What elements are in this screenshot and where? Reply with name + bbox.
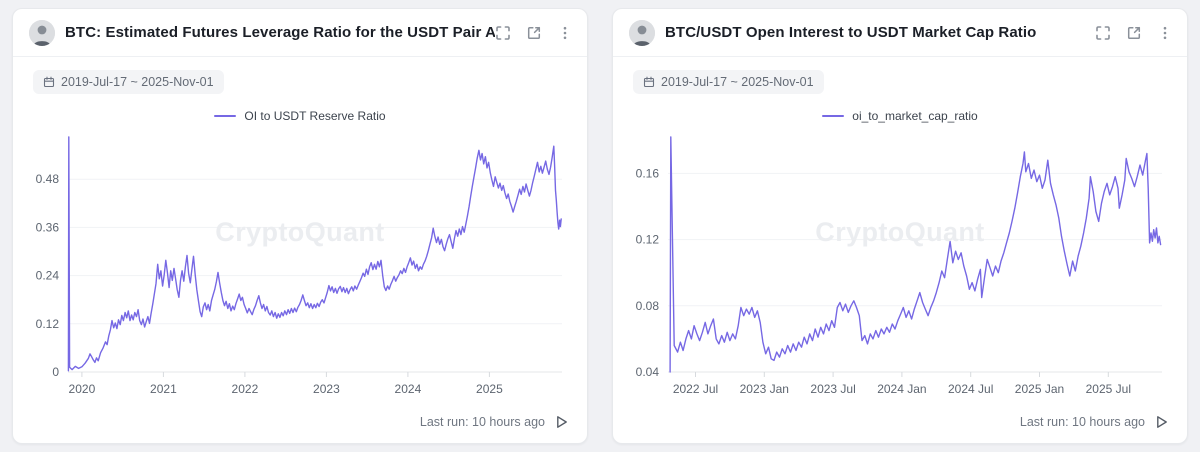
more-menu-button[interactable] xyxy=(1157,25,1173,41)
legend-row: OI to USDT Reserve Ratio xyxy=(13,109,587,123)
y-tick-label: 0.16 xyxy=(636,166,660,180)
external-link-icon xyxy=(1127,26,1141,39)
author-avatar[interactable] xyxy=(29,19,55,46)
x-tick-label: 2024 Jul xyxy=(948,382,993,396)
badge-row: 2019-Jul-17 ~ 2025-Nov-01 xyxy=(633,70,1187,94)
x-tick-label: 2022 Jul xyxy=(673,382,718,396)
open-external-button[interactable] xyxy=(526,25,542,41)
legend-row: oi_to_market_cap_ratio xyxy=(613,109,1187,123)
run-query-button[interactable] xyxy=(554,414,569,430)
calendar-icon xyxy=(43,76,55,88)
chart-area: CryptoQuant 0.04 0.08 0.12 0.16 2022 Jul 2023… xyxy=(621,129,1179,401)
legend-item[interactable]: oi_to_market_cap_ratio xyxy=(822,109,978,123)
x-tick-label: 2025 Jan xyxy=(1015,382,1064,396)
series-line xyxy=(67,136,562,372)
run-query-button[interactable] xyxy=(1154,414,1169,430)
y-tick-label: 0.04 xyxy=(636,365,660,379)
fullscreen-icon xyxy=(1096,25,1110,40)
chart-card-oi-marketcap-ratio: BTC/USDT Open Interest to USDT Market Ca… xyxy=(612,8,1188,444)
line-chart-plot[interactable]: 0.04 0.08 0.12 0.16 2022 Jul 2023 Jan 2023 Jul… xyxy=(621,129,1181,401)
date-range-label: 2019-Jul-17 ~ 2025-Nov-01 xyxy=(661,75,814,89)
kebab-menu-icon xyxy=(563,26,567,39)
x-tick-label: 2024 xyxy=(395,382,422,396)
card-header: BTC: Estimated Futures Leverage Ratio fo… xyxy=(13,9,587,57)
card-header: BTC/USDT Open Interest to USDT Market Ca… xyxy=(613,9,1187,57)
x-tick-label: 2025 xyxy=(476,382,503,396)
kebab-menu-icon xyxy=(1163,26,1167,39)
y-tick-label: 0 xyxy=(52,365,59,379)
y-tick-label: 0.36 xyxy=(36,220,60,234)
legend-label: OI to USDT Reserve Ratio xyxy=(244,109,386,123)
card-footer: Last run: 10 hours ago xyxy=(13,414,587,443)
series-line xyxy=(669,136,1162,373)
open-external-button[interactable] xyxy=(1126,25,1142,41)
external-link-icon xyxy=(527,26,541,39)
fullscreen-button[interactable] xyxy=(495,25,511,41)
y-tick-label: 0.48 xyxy=(36,172,60,186)
x-tick-label: 2021 xyxy=(150,382,177,396)
y-tick-label: 0.12 xyxy=(36,317,60,331)
header-actions xyxy=(495,25,573,41)
author-avatar[interactable] xyxy=(629,19,655,46)
legend-label: oi_to_market_cap_ratio xyxy=(852,109,978,123)
play-icon xyxy=(1157,416,1167,428)
last-run-label: Last run: 10 hours ago xyxy=(1019,415,1145,429)
legend-item[interactable]: OI to USDT Reserve Ratio xyxy=(214,109,386,123)
play-icon xyxy=(557,416,567,428)
fullscreen-icon xyxy=(496,25,510,40)
more-menu-button[interactable] xyxy=(557,25,573,41)
x-tick-label: 2022 xyxy=(232,382,259,396)
y-tick-label: 0.12 xyxy=(636,233,660,247)
legend-line-marker xyxy=(214,115,237,117)
card-title: BTC/USDT Open Interest to USDT Market Ca… xyxy=(665,24,1037,41)
y-tick-label: 0.08 xyxy=(636,299,660,313)
card-footer: Last run: 10 hours ago xyxy=(613,414,1187,443)
fullscreen-button[interactable] xyxy=(1095,25,1111,41)
chart-area: CryptoQuant 0 0.12 0.24 0.36 0.48 2020 2021 202… xyxy=(21,129,579,401)
legend-line-marker xyxy=(822,115,845,117)
person-avatar-image xyxy=(629,19,655,46)
line-chart-plot[interactable]: 0 0.12 0.24 0.36 0.48 2020 2021 2022 2023 2024 202… xyxy=(21,129,581,401)
date-range-badge[interactable]: 2019-Jul-17 ~ 2025-Nov-01 xyxy=(33,70,224,94)
badge-row: 2019-Jul-17 ~ 2025-Nov-01 xyxy=(33,70,587,94)
chart-card-leverage-ratio: BTC: Estimated Futures Leverage Ratio fo… xyxy=(12,8,588,444)
x-tick-label: 2020 xyxy=(69,382,96,396)
x-tick-label: 2024 Jan xyxy=(877,382,926,396)
x-tick-label: 2023 xyxy=(313,382,340,396)
date-range-badge[interactable]: 2019-Jul-17 ~ 2025-Nov-01 xyxy=(633,70,824,94)
last-run-label: Last run: 10 hours ago xyxy=(419,415,545,429)
x-tick-label: 2023 Jul xyxy=(810,382,855,396)
x-tick-label: 2025 Jul xyxy=(1086,382,1131,396)
date-range-label: 2019-Jul-17 ~ 2025-Nov-01 xyxy=(61,75,214,89)
header-actions xyxy=(1095,25,1173,41)
y-tick-label: 0.24 xyxy=(36,269,60,283)
x-tick-label: 2023 Jan xyxy=(740,382,789,396)
person-avatar-image xyxy=(29,19,55,46)
calendar-icon xyxy=(643,76,655,88)
card-title: BTC: Estimated Futures Leverage Ratio fo… xyxy=(65,24,495,41)
